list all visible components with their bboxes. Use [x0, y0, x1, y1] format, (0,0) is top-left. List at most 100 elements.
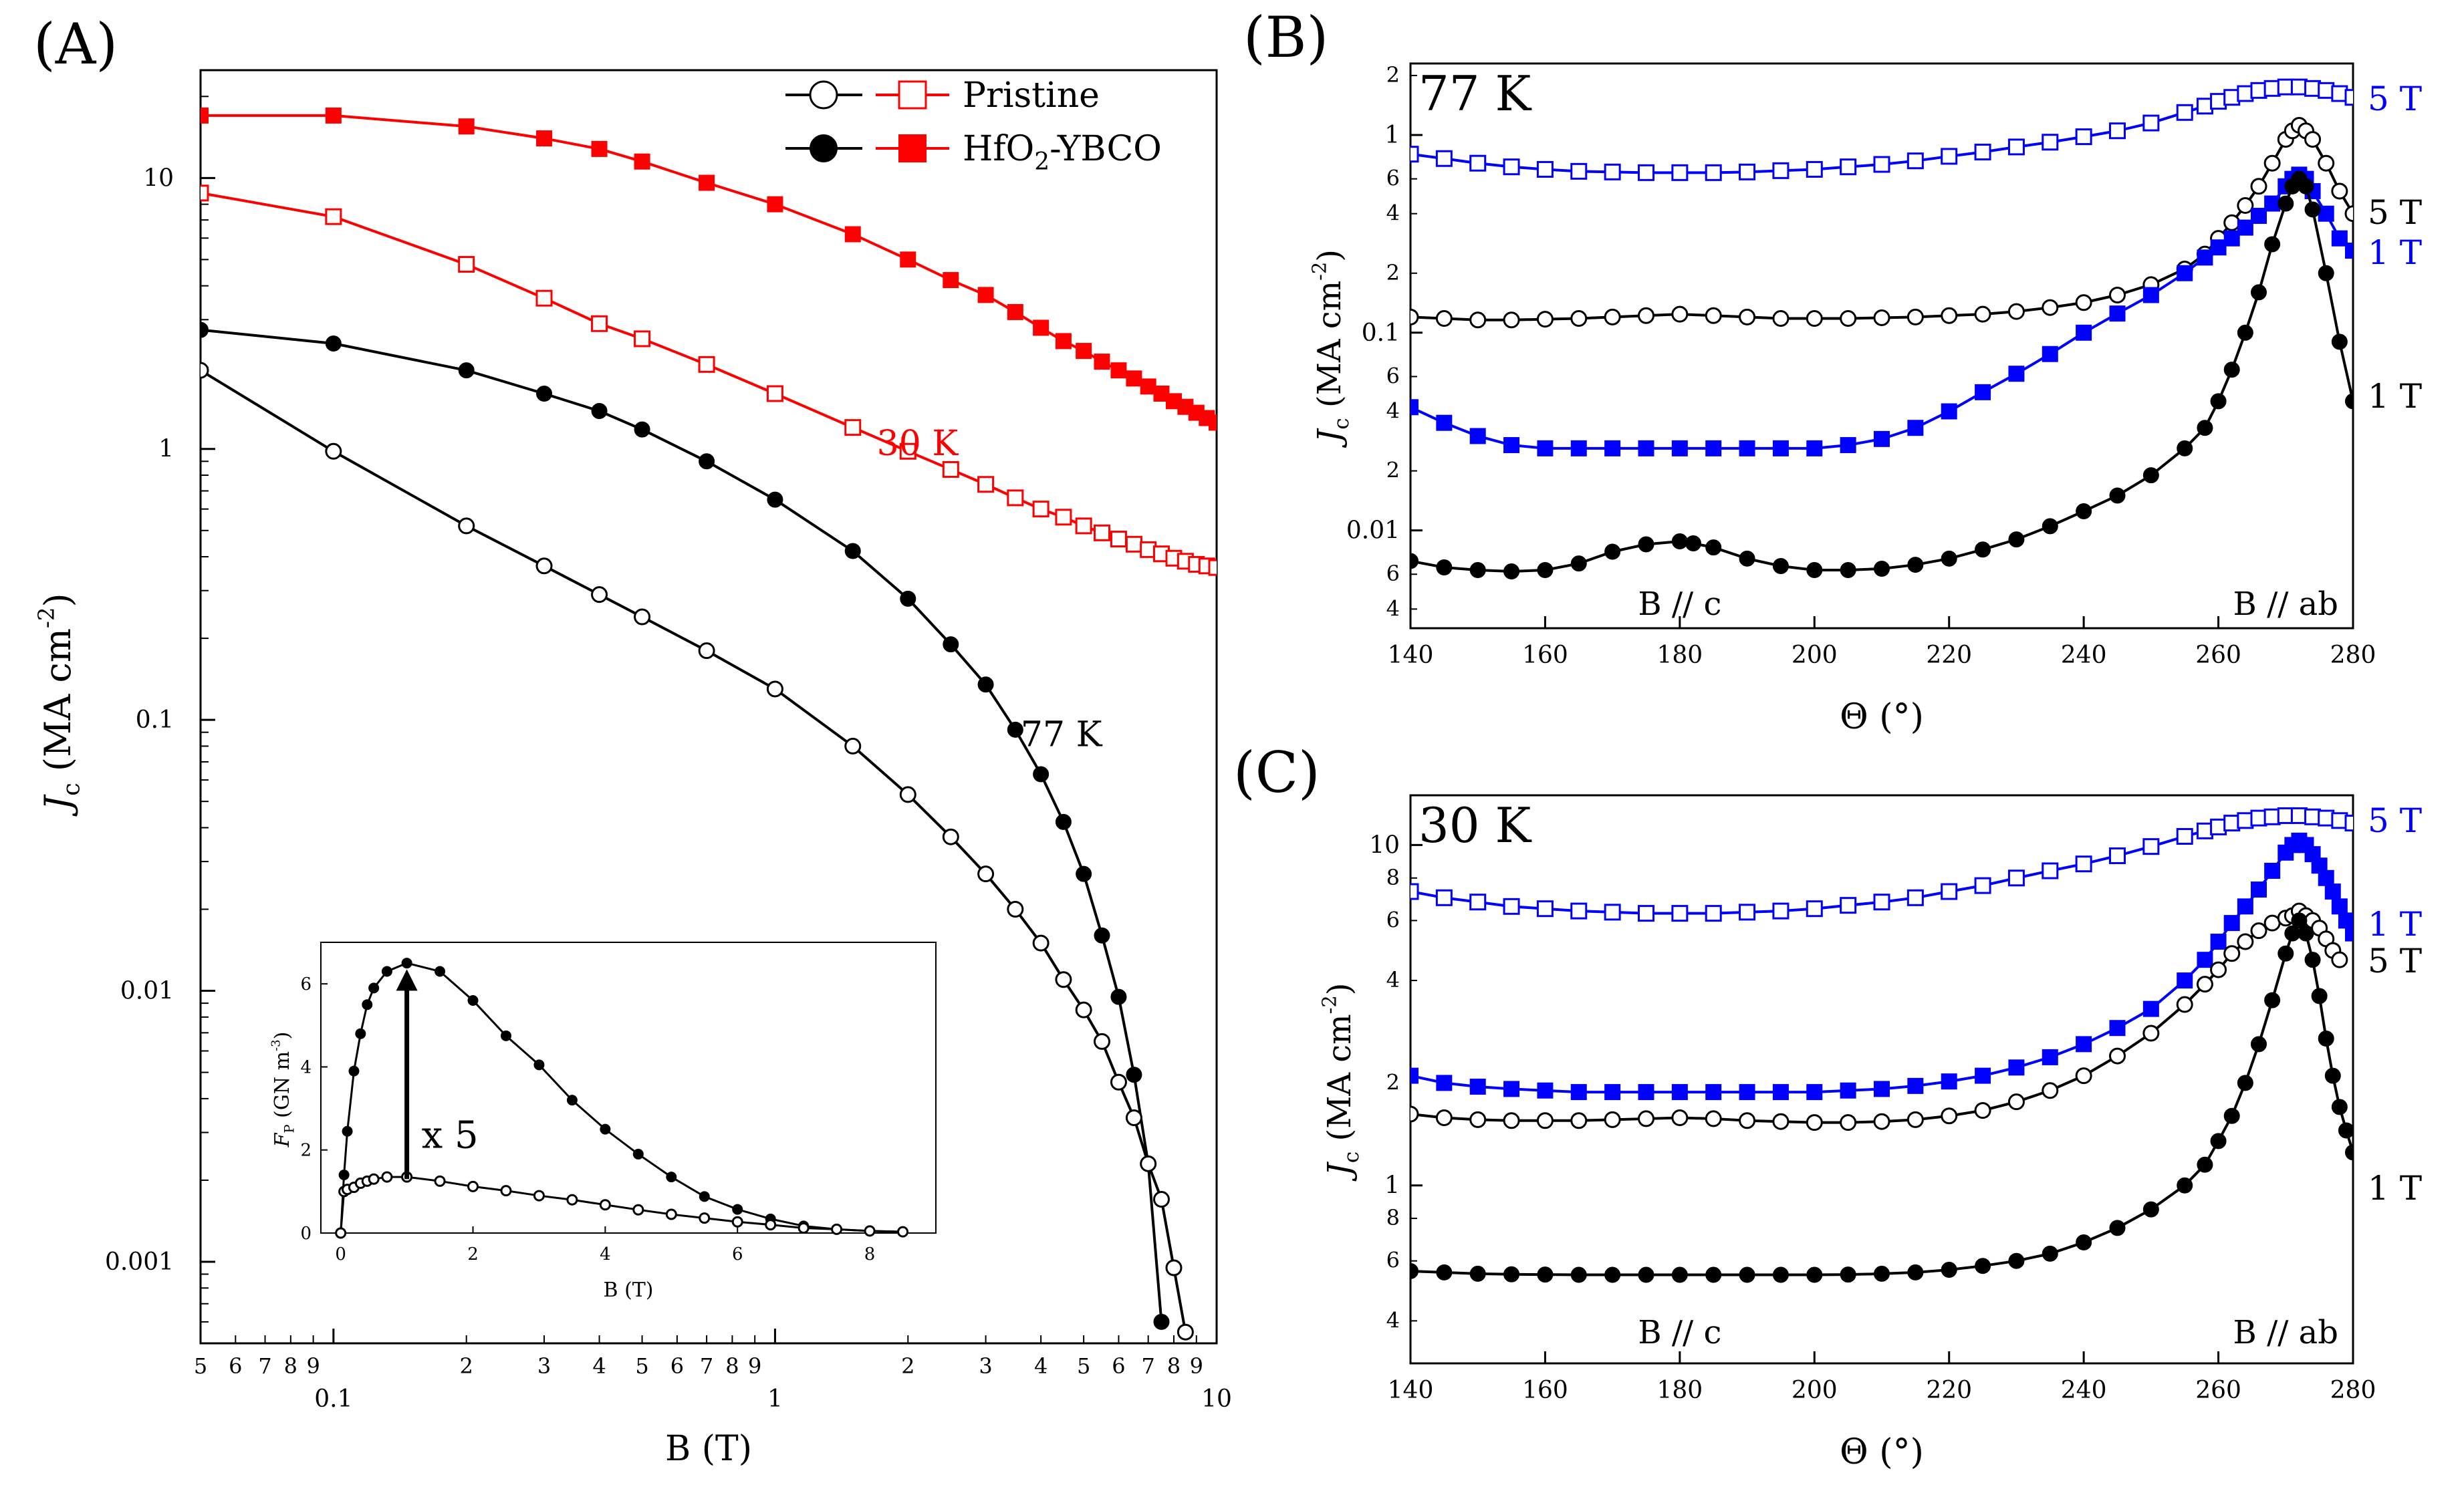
- data-point: [1941, 307, 1958, 324]
- inset-y-tick-label: 0: [300, 1224, 312, 1244]
- inset-series-line: [340, 962, 903, 1234]
- data-point: [1772, 1113, 1790, 1130]
- data-point: [1772, 440, 1789, 456]
- y-tick-label: 10: [1369, 831, 1400, 859]
- data-point: [1739, 440, 1755, 456]
- inset-x-tick-label: 4: [600, 1244, 611, 1264]
- inset-data-point: [338, 1170, 350, 1180]
- panel-title: 30 K: [1419, 797, 1532, 853]
- data-point: [942, 460, 959, 478]
- data-point: [1671, 1109, 1689, 1127]
- data-point: [2109, 487, 2126, 504]
- data-point: [1671, 164, 1689, 181]
- inset-data-point: [500, 1030, 511, 1041]
- data-point: [844, 543, 861, 559]
- data-point: [1806, 1266, 1823, 1283]
- inset-arrow-head: [396, 969, 418, 991]
- inset-data-point: [765, 1219, 777, 1231]
- data-point: [2345, 243, 2353, 259]
- data-point: [1436, 414, 1453, 431]
- data-point: [1055, 333, 1072, 350]
- data-point: [2109, 122, 2126, 140]
- x-minor-tick-label: 5: [1077, 1353, 1090, 1379]
- data-point: [2177, 972, 2193, 989]
- data-point: [1941, 148, 1958, 165]
- annotation-label: 30 K: [877, 424, 959, 464]
- data-point: [1410, 146, 1419, 163]
- data-point: [1570, 162, 1588, 180]
- data-point: [2251, 1036, 2267, 1053]
- data-point: [2076, 324, 2092, 341]
- data-point: [2142, 287, 2159, 303]
- data-point: [2109, 1020, 2126, 1037]
- inset-data-point: [632, 1204, 644, 1216]
- data-point: [1436, 1075, 1453, 1091]
- data-point: [1907, 1077, 1924, 1094]
- inset-x-axis-label: B (T): [604, 1278, 654, 1302]
- data-point: [2076, 1036, 2092, 1053]
- series-hfo2-ybco-5-t: [1410, 78, 2353, 181]
- inset-data-point: [335, 1227, 347, 1239]
- data-point: [1093, 524, 1110, 541]
- data-point: [1840, 1266, 1856, 1283]
- data-point: [2042, 299, 2059, 316]
- data-point: [2042, 1245, 2058, 1262]
- x-tick-label: 280: [2330, 1377, 2376, 1404]
- y-tick-label: 10: [143, 164, 174, 192]
- data-point: [1941, 1261, 1957, 1278]
- data-point: [1503, 437, 1520, 454]
- data-point: [1705, 164, 1722, 181]
- x-minor-tick-label: 4: [592, 1353, 606, 1379]
- data-point: [2318, 205, 2334, 222]
- data-point: [899, 442, 916, 460]
- data-point: [2345, 925, 2353, 942]
- data-point: [1671, 1084, 1688, 1101]
- inset-y-tick-label: 6: [300, 974, 312, 994]
- data-point: [2142, 1025, 2160, 1042]
- data-point: [2008, 531, 2025, 548]
- legend-marker: [809, 80, 838, 110]
- data-point: [634, 153, 650, 170]
- data-point: [1110, 531, 1127, 548]
- data-point: [1503, 311, 1520, 329]
- data-point: [2324, 1067, 2341, 1084]
- inset-data-point: [897, 1226, 909, 1238]
- data-point: [1076, 865, 1092, 882]
- data-point: [1705, 539, 1722, 556]
- data-point: [1874, 430, 1890, 447]
- data-point: [698, 356, 715, 373]
- data-point: [1032, 934, 1050, 952]
- data-point: [1906, 1111, 1924, 1128]
- y-axis-label: Jc (MA cm-2): [1318, 983, 1364, 1182]
- data-point: [2304, 131, 2322, 148]
- x-tick-label: 160: [1522, 642, 1568, 669]
- x-tick-label: 200: [1792, 1377, 1838, 1404]
- data-point: [2264, 195, 2281, 212]
- data-point: [1503, 158, 1520, 176]
- data-point: [1153, 1313, 1170, 1330]
- data-point: [2251, 882, 2267, 898]
- data-point: [2142, 838, 2160, 855]
- data-point: [1705, 905, 1722, 922]
- panel-label: (C): [1233, 740, 1320, 805]
- x-tick-label: 260: [2195, 1377, 2241, 1404]
- data-point: [1840, 158, 1857, 176]
- series-hfo2-ybco-30-k: [201, 107, 1217, 431]
- series-pristine-5-t: [1410, 902, 2348, 1131]
- inset-data-point: [381, 1171, 393, 1183]
- data-point: [201, 107, 209, 124]
- data-point: [2008, 366, 2025, 382]
- data-point: [1140, 378, 1156, 395]
- inset-data-point: [355, 1028, 366, 1039]
- y-axis-label: Jc (MA cm-2): [34, 593, 86, 817]
- inset-data-point: [435, 966, 446, 977]
- x-tick-label: 200: [1792, 642, 1838, 669]
- data-point: [1604, 904, 1621, 921]
- y-tick-label: 0.001: [105, 1248, 174, 1276]
- data-point: [1772, 557, 1789, 574]
- data-point: [2142, 114, 2160, 132]
- data-point: [2109, 847, 2126, 864]
- data-point: [1638, 536, 1654, 553]
- data-point: [699, 453, 715, 470]
- data-point: [1152, 1191, 1170, 1208]
